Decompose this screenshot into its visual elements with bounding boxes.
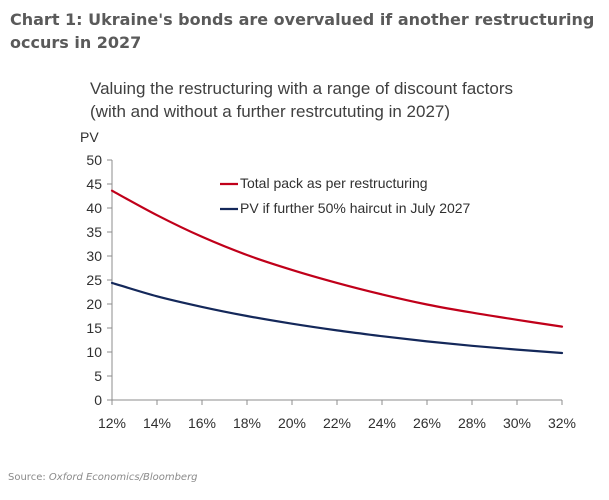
legend: Total pack as per restructuring PV if fur… <box>220 175 471 216</box>
x-tick-label: 28% <box>458 415 486 431</box>
x-tick-label: 26% <box>413 415 441 431</box>
y-tick-label: 40 <box>86 200 102 216</box>
x-tick-label: 12% <box>98 415 126 431</box>
y-axis: 0 5 10 15 20 25 30 35 40 45 50 <box>86 152 113 408</box>
x-axis: 12% 14% 16% 18% 20% 22% 24% 26% 28% 30% 32% <box>98 399 576 431</box>
legend-label: Total pack as per restructuring <box>240 175 428 191</box>
x-tick-label: 22% <box>323 415 351 431</box>
x-tick-label: 20% <box>278 415 306 431</box>
legend-label: PV if further 50% haircut in July 2027 <box>240 200 471 216</box>
series-line-1 <box>110 189 564 328</box>
y-tick-label: 10 <box>86 344 102 360</box>
y-axis-label: PV <box>80 129 99 145</box>
y-tick-label: 5 <box>94 368 102 384</box>
x-tick-label: 16% <box>188 415 216 431</box>
chart-title-line-1: Valuing the restructuring with a range o… <box>90 79 513 98</box>
y-tick-label: 45 <box>86 176 102 192</box>
y-tick-label: 30 <box>86 248 102 264</box>
y-tick-label: 35 <box>86 224 102 240</box>
y-tick-label: 25 <box>86 272 102 288</box>
source-note: Source: Oxford Economics/Bloomberg <box>8 472 198 483</box>
x-tick-label: 14% <box>143 415 171 431</box>
x-tick-label: 24% <box>368 415 396 431</box>
series-line-2 <box>110 281 564 355</box>
x-tick-label: 18% <box>233 415 261 431</box>
y-tick-label: 0 <box>94 392 102 408</box>
series-lines <box>110 189 564 355</box>
y-tick-label: 20 <box>86 296 102 312</box>
chart-title-line-2: (with and without a further restrcututin… <box>90 102 450 121</box>
source-label: Source: <box>8 472 46 483</box>
chart-headline: Chart 1: Ukraine's bonds are overvalued … <box>10 10 595 52</box>
y-tick-label: 50 <box>86 152 102 168</box>
y-tick-label: 15 <box>86 320 102 336</box>
x-tick-label: 30% <box>503 415 531 431</box>
x-tick-label: 32% <box>548 415 576 431</box>
source-name: Oxford Economics/Bloomberg <box>48 472 198 483</box>
